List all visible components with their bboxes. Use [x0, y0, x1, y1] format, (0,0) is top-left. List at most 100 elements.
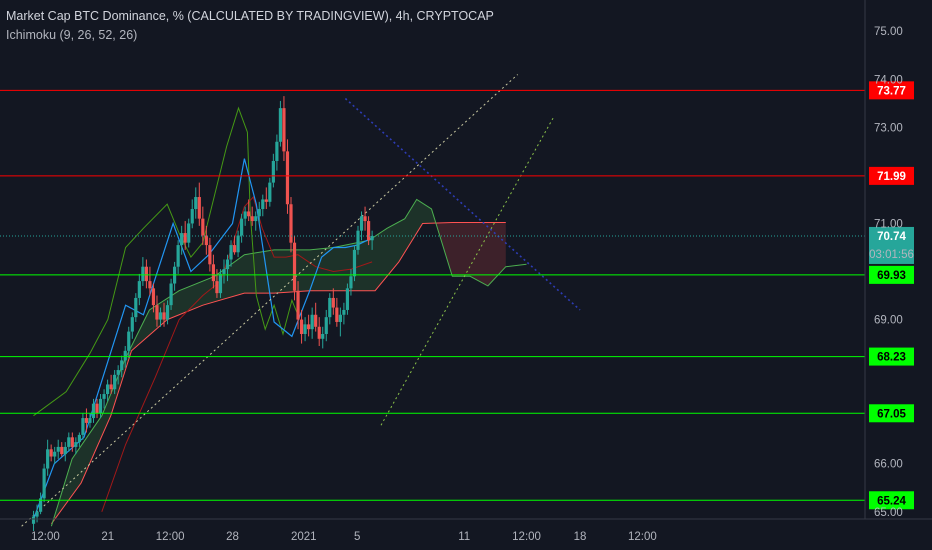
candle-body	[155, 305, 159, 320]
candle-body	[67, 437, 71, 447]
candle-body	[229, 245, 233, 260]
candle-body	[158, 312, 163, 320]
candle-body	[70, 437, 74, 447]
price-axis[interactable]: 75.00 74.00 73.00 71.00 69.00 66.00 65.00	[864, 0, 903, 519]
candle-body	[236, 235, 240, 253]
kijun-sen-line	[101, 196, 373, 512]
trend-line-rising-dotted	[21, 74, 518, 527]
candle-body	[180, 233, 184, 246]
level-label: 71.99	[877, 171, 906, 183]
candle-body	[240, 218, 244, 236]
candle-body	[63, 446, 67, 455]
candle-body	[141, 266, 145, 282]
candle-body	[314, 314, 318, 327]
candle-body	[187, 223, 191, 243]
candle-body	[363, 216, 367, 222]
candle-body	[278, 108, 283, 142]
time-tick-label: 11	[458, 531, 470, 543]
price-tick-label: 74.00	[874, 74, 903, 86]
candle-body	[98, 398, 103, 414]
candle-body	[328, 297, 332, 318]
horizontal-levels: 73.77 71.99 69.93 68.23 67.05 65.24 70.74 03:01…	[0, 81, 914, 510]
price-tick-label: 66.00	[874, 459, 903, 471]
candle-body	[84, 418, 89, 423]
candle-body	[243, 211, 247, 219]
candles	[31, 96, 374, 532]
time-tick-label: 2021	[291, 531, 317, 543]
candle-body	[211, 264, 216, 282]
candle-body	[95, 403, 99, 414]
time-tick-label: 21	[101, 531, 114, 543]
candle-body	[35, 511, 39, 517]
candle-body	[225, 259, 230, 270]
candle-body	[261, 199, 265, 210]
candle-body	[289, 204, 293, 243]
candle-body	[324, 317, 328, 334]
candle-body	[49, 449, 53, 457]
candle-body	[247, 211, 251, 217]
candle-body	[60, 446, 64, 455]
candle-body	[31, 516, 36, 524]
indicator-lines	[21, 74, 581, 527]
level-label: 68.23	[877, 352, 906, 364]
price-tick-label: 69.00	[874, 315, 903, 327]
candle-body	[201, 218, 205, 236]
time-tick-label: 18	[574, 531, 587, 543]
cloud-segment	[434, 218, 506, 286]
candle-body	[105, 384, 110, 395]
candle-body	[218, 273, 223, 294]
time-axis[interactable]: 12:00 21 12:00 28 2021 5 11 12:00 18 12:00	[0, 518, 932, 543]
candle-body	[310, 314, 314, 330]
candle-body	[102, 394, 106, 399]
candle-body	[151, 288, 156, 306]
candle-body	[56, 446, 60, 452]
time-tick-label: 5	[354, 531, 360, 543]
candle-body	[222, 269, 226, 274]
level-label-box	[869, 81, 914, 100]
level-label-box	[869, 404, 914, 423]
ichimoku-cloud	[51, 199, 506, 527]
candle-body	[307, 324, 311, 330]
candle-body	[190, 209, 194, 224]
candle-body	[137, 281, 141, 298]
price-tick-label: 75.00	[874, 26, 903, 38]
candle-body	[144, 266, 148, 282]
chikou-span-line	[33, 106, 299, 417]
senkou-span-b-line	[50, 222, 506, 525]
last-price-box	[869, 226, 914, 264]
candle-body	[109, 384, 113, 390]
candle-body	[169, 283, 173, 306]
candle-body	[335, 307, 339, 322]
candle-body	[162, 312, 166, 320]
time-tick-label: 28	[226, 531, 239, 543]
candle-body	[321, 333, 325, 339]
candle-body	[91, 403, 96, 419]
candle-body	[271, 160, 275, 183]
candle-body	[88, 418, 92, 423]
trend-line-green-dotted	[380, 117, 554, 426]
candle-body	[268, 182, 272, 202]
candle-body	[296, 290, 300, 320]
candle-body	[338, 314, 342, 322]
level-label-box	[869, 347, 914, 366]
candle-body	[46, 449, 50, 469]
level-label: 73.77	[877, 85, 906, 97]
candle-body	[208, 245, 212, 265]
candle-body	[53, 451, 57, 457]
level-label-box	[869, 265, 914, 284]
candle-body	[299, 319, 304, 334]
candle-body	[183, 233, 187, 243]
candle-body	[42, 468, 46, 499]
candle-body	[130, 317, 134, 332]
candle-body	[77, 434, 81, 443]
candle-body	[113, 374, 117, 390]
candle-body	[148, 281, 152, 289]
time-tick-label: 12:00	[628, 531, 657, 543]
price-tick-label: 73.00	[874, 122, 903, 134]
level-label-box	[869, 166, 914, 185]
candle-body	[232, 245, 237, 253]
candle-body	[356, 230, 360, 250]
candle-body	[366, 221, 371, 241]
